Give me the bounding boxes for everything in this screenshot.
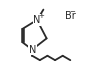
Text: Br: Br bbox=[65, 11, 76, 21]
Text: N: N bbox=[33, 15, 41, 25]
Text: −: − bbox=[70, 9, 76, 15]
Text: N: N bbox=[29, 45, 36, 55]
Text: +: + bbox=[38, 13, 44, 19]
